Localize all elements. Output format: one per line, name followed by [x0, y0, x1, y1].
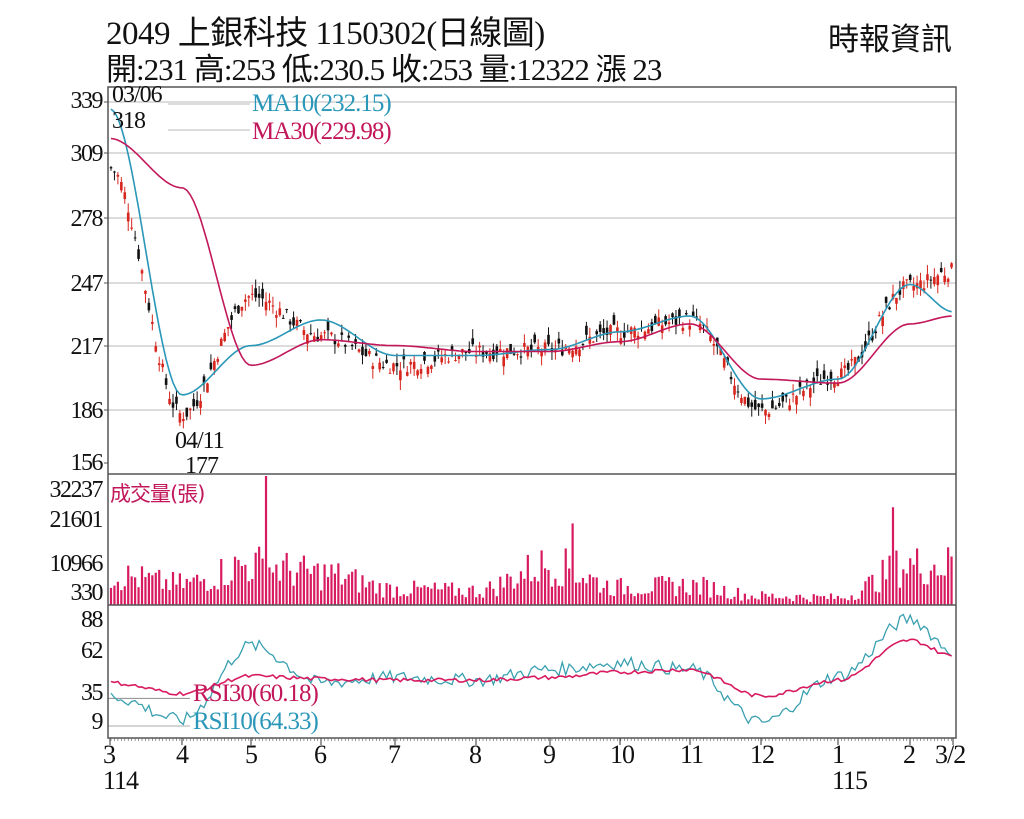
volume-tick: 32237 — [49, 477, 104, 503]
volume-tick: 10966 — [49, 551, 104, 577]
low-value-annotation: 177 — [185, 453, 219, 479]
price-tick: 186 — [70, 398, 104, 424]
high-date-annotation: 03/06 — [112, 82, 163, 108]
x-tick: 6 — [314, 740, 327, 769]
volume-legend: 成交量(張) — [110, 482, 205, 506]
x-tick: 3/2 — [935, 740, 966, 769]
price-tick: 156 — [70, 450, 104, 476]
rsi-tick: 35 — [81, 680, 104, 706]
low-date-annotation: 04/11 — [175, 428, 225, 454]
high-value-annotation: 318 — [112, 108, 146, 134]
rsi30-legend: RSI30(60.18) — [193, 680, 319, 707]
quote-summary: 開:231 高:253 低:230.5 收:253 量:12322 漲 23 — [106, 52, 662, 87]
rsi-tick: 9 — [91, 709, 104, 735]
x-tick: 10 — [610, 740, 635, 769]
price-tick: 278 — [70, 206, 104, 232]
price-tick: 217 — [70, 334, 104, 360]
x-tick: 4 — [176, 740, 189, 769]
x-tick: 2 — [903, 740, 916, 769]
rsi-tick: 62 — [81, 638, 104, 664]
year-label: 115 — [832, 766, 868, 795]
volume-tick: 330 — [70, 580, 104, 606]
rsi10-legend: RSI10(64.33) — [193, 708, 319, 735]
x-tick: 8 — [469, 740, 482, 769]
price-tick: 339 — [70, 88, 104, 114]
x-tick: 3 — [103, 740, 116, 769]
rsi-tick: 88 — [81, 607, 104, 633]
ma30-legend: MA30(229.98) — [252, 118, 392, 145]
price-tick: 247 — [70, 271, 104, 297]
year-label: 114 — [103, 766, 139, 795]
x-tick: 5 — [245, 740, 258, 769]
brand-label: 時報資訊 — [828, 22, 952, 58]
price-tick: 309 — [70, 141, 104, 167]
ma10-legend: MA10(232.15) — [252, 90, 392, 117]
x-tick: 9 — [543, 740, 556, 769]
x-tick: 11 — [680, 740, 704, 769]
volume-tick: 21601 — [49, 507, 104, 533]
chart-title: 2049 上銀科技 1150302(日線圖) — [106, 16, 545, 52]
x-tick: 12 — [750, 740, 775, 769]
x-tick: 1 — [832, 740, 845, 769]
x-tick: 7 — [388, 740, 401, 769]
